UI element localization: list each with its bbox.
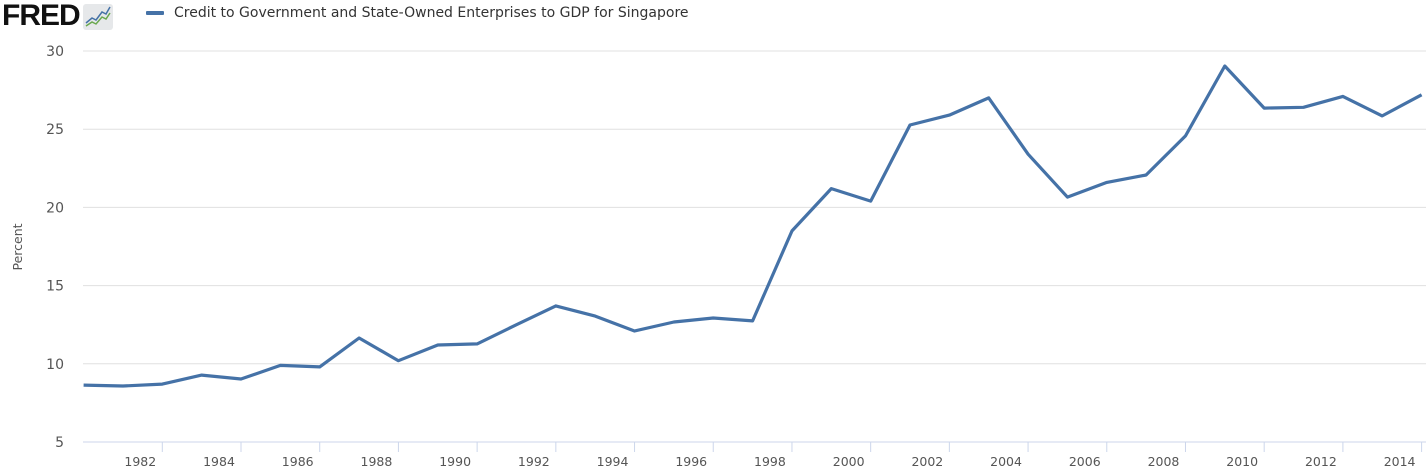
data-point[interactable] bbox=[1378, 112, 1386, 120]
data-point[interactable] bbox=[670, 318, 678, 326]
y-axis-label: Percent bbox=[10, 223, 25, 270]
data-point[interactable] bbox=[552, 302, 560, 310]
data-point[interactable] bbox=[1339, 92, 1347, 100]
data-point[interactable] bbox=[749, 317, 757, 325]
data-point[interactable] bbox=[867, 197, 875, 205]
data-point[interactable] bbox=[158, 380, 166, 388]
data-point[interactable] bbox=[709, 314, 717, 322]
y-tick-label: 15 bbox=[46, 279, 64, 295]
data-point[interactable] bbox=[788, 227, 796, 235]
data-point[interactable] bbox=[1221, 62, 1229, 70]
data-point[interactable] bbox=[1260, 104, 1268, 112]
x-tick-label: 1996 bbox=[675, 454, 707, 469]
fred-logo[interactable]: FRED bbox=[2, 0, 113, 32]
data-point[interactable] bbox=[591, 312, 599, 320]
data-point[interactable] bbox=[276, 361, 284, 369]
x-tick-label: 2000 bbox=[833, 454, 865, 469]
data-point[interactable] bbox=[473, 340, 481, 348]
data-point[interactable] bbox=[316, 363, 324, 371]
x-tick-label: 2002 bbox=[911, 454, 943, 469]
x-tick-label: 2008 bbox=[1148, 454, 1180, 469]
data-point[interactable] bbox=[906, 121, 914, 129]
line-chart-icon bbox=[82, 4, 113, 30]
data-point[interactable] bbox=[1063, 193, 1071, 201]
data-point[interactable] bbox=[434, 341, 442, 349]
data-point[interactable] bbox=[355, 334, 363, 342]
x-tick-label: 2006 bbox=[1069, 454, 1101, 469]
x-tick-label: 2014 bbox=[1384, 454, 1416, 469]
x-tick-label: 2004 bbox=[990, 454, 1022, 469]
x-tick-label: 1994 bbox=[597, 454, 629, 469]
data-point[interactable] bbox=[80, 381, 88, 389]
y-tick-label: 20 bbox=[46, 200, 64, 216]
data-point[interactable] bbox=[827, 185, 835, 193]
data-point[interactable] bbox=[945, 111, 953, 119]
data-point[interactable] bbox=[394, 357, 402, 365]
x-tick-label: 1998 bbox=[754, 454, 786, 469]
fred-logo-text: FRED bbox=[2, 0, 81, 32]
data-point[interactable] bbox=[237, 375, 245, 383]
x-tick-label: 2010 bbox=[1226, 454, 1258, 469]
data-point[interactable] bbox=[512, 321, 520, 329]
y-tick-label: 25 bbox=[46, 122, 64, 138]
x-tick-label: 2012 bbox=[1305, 454, 1337, 469]
data-point[interactable] bbox=[1103, 178, 1111, 186]
y-tick-label: 30 bbox=[46, 44, 64, 60]
data-point[interactable] bbox=[985, 94, 993, 102]
legend-label: Credit to Government and State-Owned Ent… bbox=[174, 5, 689, 21]
x-tick-label: 1990 bbox=[439, 454, 471, 469]
y-tick-label: 5 bbox=[55, 435, 64, 451]
series-line[interactable] bbox=[83, 64, 1423, 388]
data-point[interactable] bbox=[198, 371, 206, 379]
data-point[interactable] bbox=[1142, 171, 1150, 179]
data-point[interactable] bbox=[1418, 91, 1426, 99]
x-tick-label: 1982 bbox=[124, 454, 156, 469]
data-point[interactable] bbox=[119, 382, 127, 390]
data-point[interactable] bbox=[631, 327, 639, 335]
y-tick-label: 10 bbox=[46, 357, 64, 373]
data-point[interactable] bbox=[1300, 103, 1308, 111]
x-tick-label: 1988 bbox=[361, 454, 393, 469]
legend-swatch bbox=[146, 11, 164, 15]
data-point[interactable] bbox=[1024, 150, 1032, 158]
x-tick-label: 1984 bbox=[203, 454, 235, 469]
legend-item[interactable]: Credit to Government and State-Owned Ent… bbox=[146, 5, 689, 21]
x-tick-label: 1992 bbox=[518, 454, 550, 469]
x-tick-label: 1986 bbox=[282, 454, 314, 469]
data-point[interactable] bbox=[1181, 132, 1189, 140]
